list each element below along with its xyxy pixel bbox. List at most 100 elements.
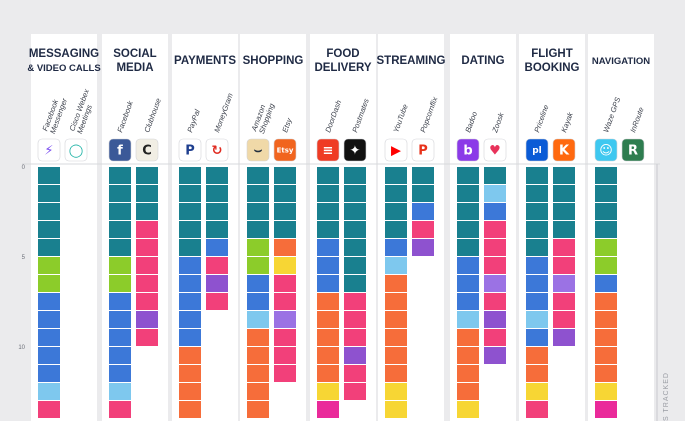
segment-blue bbox=[109, 347, 131, 364]
segment-orange bbox=[526, 347, 548, 364]
segment-pink bbox=[484, 239, 506, 256]
segment-teal bbox=[179, 167, 201, 184]
etsy-icon: Etsy bbox=[273, 138, 297, 162]
segment-blue bbox=[38, 311, 60, 328]
segment-blue bbox=[206, 239, 228, 256]
segment-teal bbox=[526, 167, 548, 184]
segment-pink bbox=[553, 311, 575, 328]
segment-pink bbox=[484, 257, 506, 274]
doordash-icon: ≡ bbox=[316, 138, 340, 162]
segment-teal bbox=[344, 275, 366, 292]
segment-pink bbox=[136, 293, 158, 310]
segment-purple bbox=[412, 239, 434, 256]
segment-blue bbox=[38, 347, 60, 364]
segment-teal bbox=[247, 203, 269, 220]
segment-orange bbox=[385, 293, 407, 310]
segment-teal bbox=[344, 239, 366, 256]
badoo-icon-glyph: b bbox=[463, 144, 472, 159]
segment-orange bbox=[247, 347, 269, 364]
segment-orange bbox=[385, 347, 407, 364]
segment-teal bbox=[553, 167, 575, 184]
segment-teal bbox=[136, 167, 158, 184]
doordash-icon-glyph: ≡ bbox=[323, 144, 334, 159]
segment-yellow bbox=[595, 383, 617, 400]
axis-label: S TRACKED bbox=[663, 372, 670, 421]
waze-icon-bg bbox=[594, 138, 618, 162]
segment-teal bbox=[553, 221, 575, 238]
category-title: & VIDEO CALLS bbox=[27, 63, 100, 74]
segment-teal bbox=[526, 221, 548, 238]
segment-teal bbox=[109, 167, 131, 184]
youtube-icon-bg bbox=[384, 138, 408, 162]
segment-teal bbox=[38, 167, 60, 184]
segment-pink bbox=[526, 401, 548, 418]
segment-teal bbox=[317, 167, 339, 184]
segment-yellow bbox=[385, 383, 407, 400]
segment-orange bbox=[274, 239, 296, 256]
segment-teal bbox=[412, 167, 434, 184]
waze-icon: ☺ bbox=[594, 138, 618, 162]
segment-green bbox=[38, 275, 60, 292]
segment-purple bbox=[136, 311, 158, 328]
segment-pink bbox=[136, 239, 158, 256]
segment-pink bbox=[136, 275, 158, 292]
segment-pink bbox=[344, 383, 366, 400]
segment-orange bbox=[317, 365, 339, 382]
segment-blue bbox=[109, 365, 131, 382]
segment-teal bbox=[385, 203, 407, 220]
segment-pink bbox=[484, 329, 506, 346]
segment-yellow bbox=[317, 383, 339, 400]
segment-orange bbox=[317, 329, 339, 346]
popcornflix-icon-glyph: P bbox=[418, 144, 428, 159]
segment-pink bbox=[344, 311, 366, 328]
facebook-icon: f bbox=[108, 138, 132, 162]
category-title: NAVIGATION bbox=[592, 56, 650, 67]
segment-pink bbox=[274, 275, 296, 292]
paypal-icon-glyph: P bbox=[185, 144, 195, 159]
segment-violet bbox=[553, 275, 575, 292]
segment-light bbox=[247, 311, 269, 328]
category-title: MEDIA bbox=[116, 62, 153, 74]
segment-teal bbox=[457, 221, 479, 238]
segment-blue bbox=[526, 329, 548, 346]
facebook-icon-glyph: f bbox=[117, 144, 123, 159]
youtube-icon-glyph: ▶ bbox=[391, 144, 401, 159]
segment-orange bbox=[457, 347, 479, 364]
segment-blue bbox=[179, 257, 201, 274]
category-title: DELIVERY bbox=[314, 62, 371, 74]
segment-pink bbox=[553, 257, 575, 274]
segment-teal bbox=[344, 203, 366, 220]
segment-teal bbox=[457, 185, 479, 202]
segment-teal bbox=[274, 185, 296, 202]
y-tick-label: 5 bbox=[22, 255, 26, 261]
segment-green bbox=[38, 257, 60, 274]
segment-green bbox=[595, 239, 617, 256]
segment-blue bbox=[412, 203, 434, 220]
segment-orange bbox=[247, 329, 269, 346]
segment-teal bbox=[38, 221, 60, 238]
segment-orange bbox=[595, 329, 617, 346]
segment-orange bbox=[457, 383, 479, 400]
segment-orange bbox=[457, 365, 479, 382]
segment-pink bbox=[344, 329, 366, 346]
segment-orange bbox=[179, 401, 201, 418]
messenger-icon-glyph: ⚡ bbox=[44, 144, 53, 159]
segment-pink bbox=[136, 329, 158, 346]
category-title: DATING bbox=[461, 55, 504, 67]
facebook-icon-bg bbox=[108, 138, 132, 162]
segment-pink bbox=[109, 401, 131, 418]
priceline-icon: pl bbox=[525, 138, 549, 162]
segment-pink bbox=[344, 365, 366, 382]
webex-icon: ◯ bbox=[64, 138, 88, 162]
priceline-icon-bg bbox=[525, 138, 549, 162]
moneygram-icon: ↻ bbox=[205, 138, 229, 162]
segment-teal bbox=[38, 239, 60, 256]
postmates-icon-bg bbox=[343, 138, 367, 162]
segment-green bbox=[109, 257, 131, 274]
segment-orange bbox=[317, 293, 339, 310]
segment-orange bbox=[385, 311, 407, 328]
segment-blue bbox=[484, 203, 506, 220]
segment-blue bbox=[457, 275, 479, 292]
segment-pink bbox=[484, 221, 506, 238]
segment-pink bbox=[274, 329, 296, 346]
